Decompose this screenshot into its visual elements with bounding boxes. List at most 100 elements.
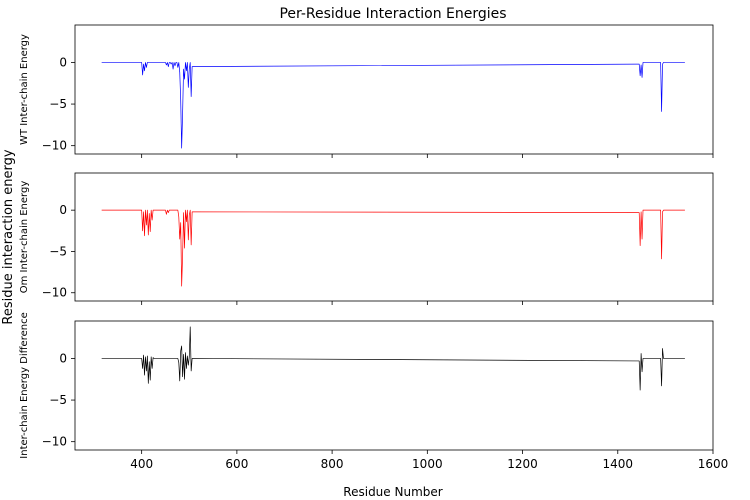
series-line — [101, 326, 685, 391]
y-tick-label: −10 — [42, 435, 67, 449]
data-point — [148, 235, 149, 236]
data-point — [663, 62, 664, 63]
data-point — [640, 390, 641, 391]
data-point — [188, 87, 189, 88]
data-point — [180, 100, 181, 101]
data-point — [151, 210, 152, 211]
data-point — [184, 79, 185, 80]
data-point — [660, 62, 661, 63]
data-point — [186, 221, 187, 222]
data-point — [641, 211, 642, 212]
data-point — [183, 212, 184, 213]
data-point — [663, 358, 664, 359]
data-point — [642, 371, 643, 372]
data-point — [145, 210, 146, 211]
data-point — [640, 245, 641, 246]
data-point — [180, 222, 181, 223]
panel-y-axis-label: Inter-chain Energy Difference — [19, 312, 30, 458]
data-point — [176, 62, 177, 63]
data-point — [642, 77, 643, 78]
x-tick-label: 1200 — [507, 457, 538, 471]
data-point — [192, 66, 193, 67]
data-point — [662, 64, 663, 65]
data-point — [185, 210, 186, 211]
data-point — [182, 255, 183, 256]
data-point — [101, 358, 102, 359]
data-point — [661, 258, 662, 259]
data-point — [148, 383, 149, 384]
x-tick-label: 1400 — [603, 457, 634, 471]
data-point — [144, 70, 145, 71]
data-point — [142, 368, 143, 369]
y-tick-label: 0 — [59, 203, 67, 217]
data-point — [178, 362, 179, 363]
data-point — [143, 355, 144, 356]
data-point — [186, 368, 187, 369]
data-point — [190, 326, 191, 327]
data-point — [167, 210, 168, 211]
y-tick-label: −5 — [49, 97, 67, 111]
panel-y-axis-label: Om Inter-chain Energy — [19, 181, 30, 294]
data-point — [641, 353, 642, 354]
figure-title: Per-Residue Interaction Energies — [279, 6, 506, 22]
data-point — [179, 239, 180, 240]
data-point — [643, 62, 644, 63]
y-tick-label: 0 — [59, 351, 67, 365]
data-point — [146, 67, 147, 68]
data-point — [191, 371, 192, 372]
data-point — [168, 212, 169, 213]
data-point — [185, 352, 186, 353]
data-point — [153, 210, 154, 211]
data-point — [176, 62, 177, 63]
data-point — [192, 358, 193, 359]
plot-frame — [74, 320, 714, 451]
data-point — [144, 375, 145, 376]
data-point — [188, 239, 189, 240]
data-point — [643, 210, 644, 211]
data-point — [147, 356, 148, 357]
data-point — [642, 239, 643, 240]
data-point — [174, 62, 175, 63]
data-point — [154, 358, 155, 359]
data-point — [639, 361, 640, 362]
data-point — [661, 386, 662, 387]
data-point — [185, 62, 186, 63]
data-point — [141, 210, 142, 211]
data-point — [188, 365, 189, 366]
data-point — [190, 210, 191, 211]
y-tick-label: −10 — [42, 286, 67, 300]
data-point — [191, 244, 192, 245]
panel-2: 0 −5 −10 Om Inter-chain Energy — [19, 172, 714, 305]
data-point — [147, 62, 148, 63]
plot-frame — [74, 172, 714, 302]
data-point — [187, 356, 188, 357]
data-point — [643, 358, 644, 359]
data-point — [186, 70, 187, 71]
data-point — [152, 368, 153, 369]
data-point — [182, 114, 183, 115]
data-point — [141, 62, 142, 63]
data-point — [165, 210, 166, 211]
data-point — [639, 64, 640, 65]
data-point — [173, 69, 174, 70]
data-point — [184, 248, 185, 249]
data-point — [146, 225, 147, 226]
x-tick-label: 400 — [130, 457, 153, 471]
x-tick-label: 1000 — [412, 457, 443, 471]
data-point — [177, 210, 178, 211]
panel-y-axis-label: WT Inter-chain Energy — [19, 34, 30, 145]
y-tick-label: −5 — [49, 244, 67, 258]
data-point — [662, 348, 663, 349]
data-point — [142, 75, 143, 76]
data-point — [192, 211, 193, 212]
data-point — [685, 210, 686, 211]
data-point — [662, 211, 663, 212]
data-point — [184, 379, 185, 380]
x-tick-label: 1600 — [698, 457, 729, 471]
data-point — [182, 376, 183, 377]
data-point — [178, 62, 179, 63]
data-point — [166, 65, 167, 66]
data-point — [660, 210, 661, 211]
data-point — [187, 210, 188, 211]
